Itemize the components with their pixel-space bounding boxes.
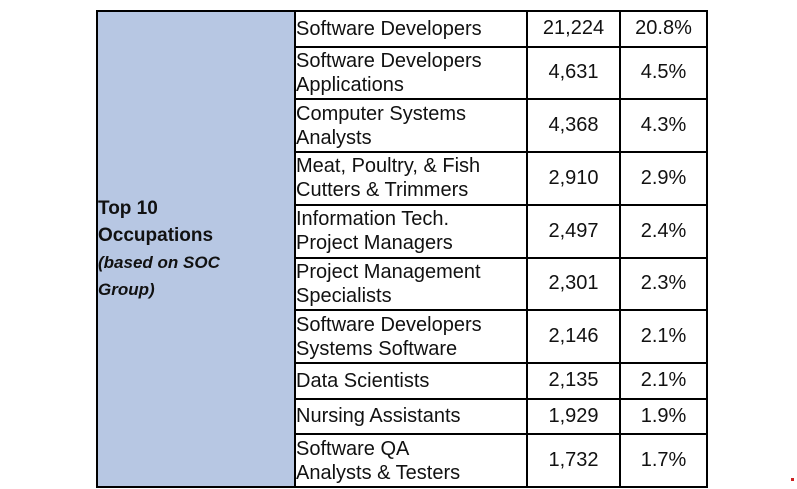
occupation-count: 1,929 (526, 397, 621, 436)
occupation-name: Software QA Analysts & Testers (294, 433, 528, 488)
occupation-count: 4,368 (526, 98, 621, 154)
occupation-name: Computer Systems Analysts (294, 98, 528, 154)
occupation-count: 2,146 (526, 309, 621, 365)
occupation-name-line1: Information Tech. (296, 208, 450, 231)
occupation-name: Meat, Poultry, & Fish Cutters & Trimmers (294, 151, 528, 206)
table-row: Nursing Assistants 1,929 1.9% (97, 397, 708, 436)
occupation-name-line2: Specialists (296, 284, 392, 307)
occupation-name-line2: Analysts & Testers (296, 461, 461, 484)
table-row: Software Developers Systems Software 2,14… (97, 309, 708, 365)
occupation-percent: 1.9% (619, 397, 708, 436)
occupation-name-line1: Meat, Poultry, & Fish (296, 155, 481, 178)
occupation-name-line1: Software Developers (296, 17, 482, 40)
occupation-name: Data Scientists (294, 362, 528, 400)
occupation-count: 2,910 (526, 151, 621, 206)
occupation-name-line2: Analysts (296, 126, 372, 149)
occupation-name: Software Developers Systems Software (294, 309, 528, 365)
header-title-line2: Occupations (98, 225, 214, 246)
occupations-table: Top 10 Occupations (based on SOC Group) … (96, 10, 708, 488)
occupation-name: Nursing Assistants (294, 397, 528, 436)
table-row: Meat, Poultry, & Fish Cutters & Trimmers … (97, 151, 708, 206)
occupation-percent: 4.5% (619, 45, 708, 101)
table-row: Data Scientists 2,135 2.1% (97, 362, 708, 400)
corner-mark (791, 478, 794, 481)
occupation-count: 2,301 (526, 256, 621, 312)
table-row: Information Tech. Project Managers 2,497 … (97, 203, 708, 259)
occupation-name-line1: Project Management (296, 260, 481, 283)
occupation-count: 21,224 (526, 10, 621, 48)
header-cell: Top 10 Occupations (based on SOC Group) (96, 10, 296, 488)
occupation-name-line1: Software QA (296, 437, 410, 460)
occupation-name-line1: Nursing Assistants (296, 405, 461, 428)
table-row: Software QA Analysts & Testers 1,732 1.7% (97, 433, 708, 488)
table-row: Computer Systems Analysts 4,368 4.3% (97, 98, 708, 154)
occupation-name-line1: Data Scientists (296, 369, 430, 392)
occupation-percent: 4.3% (619, 98, 708, 154)
table-row: Software Developers Applications 4,631 4.… (97, 45, 708, 101)
occupation-name-line2: Cutters & Trimmers (296, 179, 469, 202)
occupation-name-line1: Software Developers (296, 49, 482, 72)
occupation-name-line2: Project Managers (296, 232, 453, 255)
occupation-name-line2: Applications (296, 73, 404, 96)
occupation-percent: 2.4% (619, 203, 708, 259)
occupation-name: Information Tech. Project Managers (294, 203, 528, 259)
occupation-percent: 2.3% (619, 256, 708, 312)
header-title-line1: Top 10 (98, 198, 158, 219)
occupation-name: Software Developers (294, 10, 528, 48)
occupation-name: Software Developers Applications (294, 45, 528, 101)
occupation-percent: 2.1% (619, 362, 708, 400)
occupation-name-line1: Computer Systems (296, 102, 467, 125)
occupation-name: Project Management Specialists (294, 256, 528, 312)
occupation-count: 2,497 (526, 203, 621, 259)
occupation-percent: 2.1% (619, 309, 708, 365)
occupation-count: 4,631 (526, 45, 621, 101)
table-row: Top 10 Occupations (based on SOC Group) … (96, 10, 708, 488)
occupation-count: 2,135 (526, 362, 621, 400)
occupation-count: 1,732 (526, 433, 621, 488)
occupation-percent: 20.8% (619, 10, 708, 48)
occupation-percent: 1.7% (619, 433, 708, 488)
occupation-name-line2: Systems Software (296, 337, 458, 360)
header-subtitle-line2: Group) (98, 280, 155, 299)
occupation-percent: 2.9% (619, 151, 708, 206)
table-row: Project Management Specialists 2,301 2.3% (97, 256, 708, 312)
header-subtitle-line1: (based on SOC (98, 253, 220, 272)
occupation-name-line1: Software Developers (296, 313, 482, 336)
